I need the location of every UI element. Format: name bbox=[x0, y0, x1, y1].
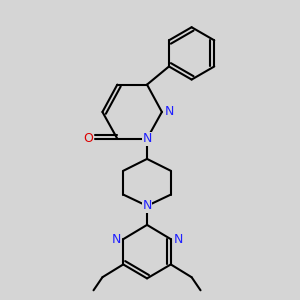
Text: N: N bbox=[165, 106, 174, 118]
Text: N: N bbox=[142, 200, 152, 212]
Text: N: N bbox=[142, 132, 152, 145]
Text: N: N bbox=[173, 233, 183, 246]
Text: O: O bbox=[83, 132, 93, 145]
Text: N: N bbox=[111, 233, 121, 246]
